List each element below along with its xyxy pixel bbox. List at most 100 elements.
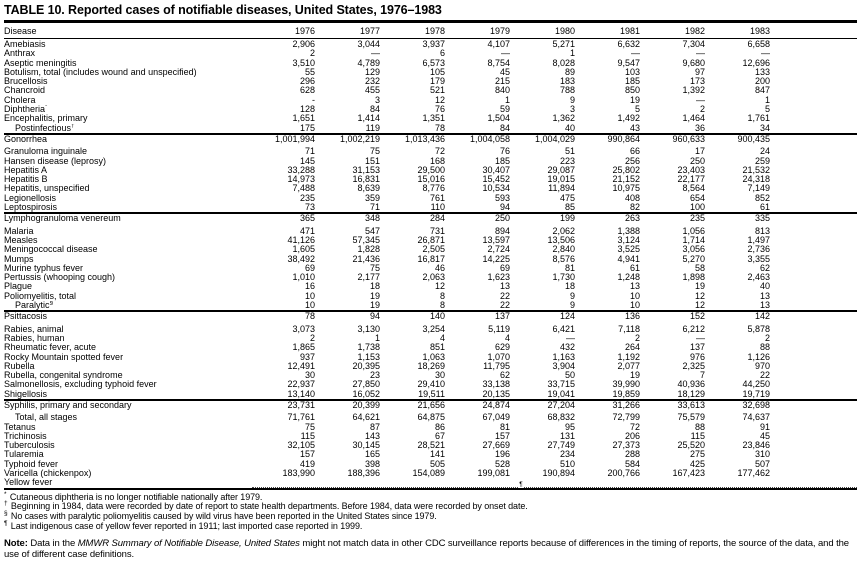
value-cell: 31,153 [352, 165, 380, 175]
value-cell: 142 [707, 310, 772, 325]
disease-label: Hepatitis, unspecified [4, 184, 90, 194]
value-cell: 71,761 [287, 413, 315, 423]
disease-label: Hepatitis A [4, 165, 48, 175]
value-cell: 71 [369, 203, 380, 213]
value-cell: 507 [754, 459, 770, 469]
value-cell: 168 [429, 156, 445, 166]
table-row: Anthrax 2 — 6 — 1 — — — [4, 49, 857, 58]
value-cell: — [631, 49, 640, 59]
value-cell: 215 [494, 77, 510, 87]
value-cell: 12 [434, 282, 445, 292]
value-cell: 976 [689, 352, 705, 362]
value-cell: — [371, 49, 380, 59]
value-cell: 432 [559, 343, 575, 353]
value-cell: 40,936 [677, 380, 705, 390]
value-cell: 20,399 [317, 398, 382, 414]
value-cell: 990,864 [577, 132, 642, 148]
value-cell: 8,028 [552, 58, 575, 68]
value-cell: 761 [429, 193, 445, 203]
value-cell: 7,488 [292, 184, 315, 194]
value-cell: 275 [689, 450, 705, 460]
value-cell: 141 [429, 450, 445, 460]
value-cell: 2,463 [747, 273, 770, 283]
value-cell: 1 [374, 333, 380, 343]
value-cell: 584 [624, 459, 640, 469]
footnote-marker: ¶ [519, 480, 523, 488]
value-cell: 2,062 [552, 226, 575, 236]
value-cell: 13,140 [287, 389, 315, 399]
value-cell: 19,511 [418, 389, 445, 399]
value-cell: 206 [624, 431, 640, 441]
value-cell: 259 [754, 156, 770, 166]
value-cell: 900,435 [707, 132, 772, 148]
table-row: Amebiasis 2,906 3,044 3,937 4,107 5,271 6,632 7… [4, 38, 857, 49]
value-cell: 8 [439, 291, 445, 301]
row-spacer [772, 166, 857, 175]
table-row: Pertussis (whooping cough) 1,010 2,177 2,06… [4, 273, 857, 282]
value-cell: 6,573 [422, 58, 445, 68]
value-cell: 3,073 [292, 324, 315, 334]
value-cell: 1,605 [292, 245, 315, 255]
value-cell: 1,070 [487, 352, 510, 362]
leader-dots [523, 483, 857, 488]
value-cell: 154,089 [412, 469, 445, 479]
value-cell: 145 [299, 156, 315, 166]
value-cell: — [696, 333, 705, 343]
value-cell: 4 [504, 333, 510, 343]
value-cell: — [761, 49, 770, 59]
value-cell: 1 [569, 49, 575, 59]
table-row: Plague 16 18 12 13 18 13 19 40 [4, 282, 857, 291]
row-spacer [772, 273, 857, 282]
disease-label: Amebiasis [4, 39, 46, 49]
table-row: Total, all stages 71,761 64,621 64,875 67,04… [4, 413, 857, 422]
value-cell: 19,719 [742, 389, 770, 399]
value-cell: 32,698 [707, 398, 772, 414]
value-cell: 23,846 [742, 441, 770, 451]
table-row: Botulism, total (includes wound and unsp… [4, 68, 857, 77]
value-cell: 81 [564, 263, 575, 273]
disease-label: Murine typhus fever [4, 263, 84, 273]
value-cell: 58 [694, 263, 705, 273]
value-cell: 10 [629, 301, 640, 311]
value-cell: 119 [365, 123, 380, 133]
value-cell: 38,492 [287, 254, 315, 264]
value-cell: 2,505 [422, 245, 445, 255]
row-spacer [772, 236, 857, 245]
value-cell: 11,795 [483, 361, 510, 371]
value-cell: 40 [759, 282, 770, 292]
table-row: Gonorrhea 1,001,994 1,002,219 1,013,436 1,00… [4, 132, 857, 148]
value-cell: 64,875 [417, 413, 445, 423]
row-spacer [772, 245, 857, 254]
value-cell: 654 [689, 193, 705, 203]
title-rule [4, 20, 857, 23]
row-spacer [772, 77, 857, 86]
row-spacer [772, 325, 857, 334]
value-cell: 18 [369, 282, 380, 292]
value-cell: 45 [499, 67, 510, 77]
value-cell: 19,041 [547, 389, 575, 399]
value-cell: 19 [629, 95, 640, 105]
value-cell: 1,492 [617, 114, 640, 124]
value-cell: 72 [434, 147, 445, 157]
value-cell: 3,130 [357, 324, 380, 334]
disease-label: Varicella (chickenpox) [4, 469, 92, 479]
value-cell: 23,403 [677, 165, 705, 175]
value-cell: 1,504 [487, 114, 510, 124]
value-cell: 115 [690, 431, 705, 441]
value-cell: 8,639 [357, 184, 380, 194]
value-cell: 12,491 [287, 361, 315, 371]
disease-label: Leptospirosis [4, 203, 58, 213]
table-row: Mumps 38,492 21,436 16,817 14,225 8,576 4,941 5… [4, 255, 857, 264]
value-cell: 12,696 [742, 58, 770, 68]
value-cell: 21,152 [612, 175, 640, 185]
value-cell: 115 [300, 431, 315, 441]
table-row: Cholera -3 12 1 9 19—1 [4, 96, 857, 105]
disease-label: Rubella, congenital syndrome [4, 371, 123, 381]
value-cell: 1,001,994 [252, 132, 317, 148]
value-cell: 72 [629, 422, 640, 432]
table-row: Leptospirosis 73 71 110 94 85 82 100 61 [4, 203, 857, 213]
value-cell: 11,894 [548, 184, 575, 194]
note-text-italic: MMWR Summary of Notifiable Disease, Unit… [77, 538, 300, 550]
value-cell: 348 [317, 212, 382, 227]
table-row: Tetanus 75 87 86 81 95 72 88 91 [4, 423, 857, 432]
